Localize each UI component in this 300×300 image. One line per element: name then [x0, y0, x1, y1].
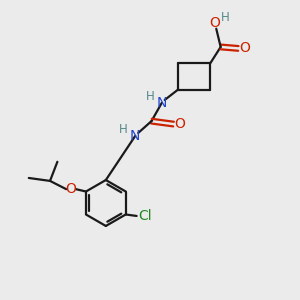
- Text: O: O: [175, 117, 185, 131]
- Text: N: N: [157, 96, 167, 110]
- Text: O: O: [65, 182, 76, 196]
- Text: H: H: [221, 11, 230, 24]
- Text: O: O: [239, 41, 250, 56]
- Text: H: H: [119, 123, 128, 136]
- Text: Cl: Cl: [139, 209, 152, 223]
- Text: O: O: [209, 16, 220, 30]
- Text: N: N: [130, 129, 140, 143]
- Text: H: H: [146, 90, 155, 103]
